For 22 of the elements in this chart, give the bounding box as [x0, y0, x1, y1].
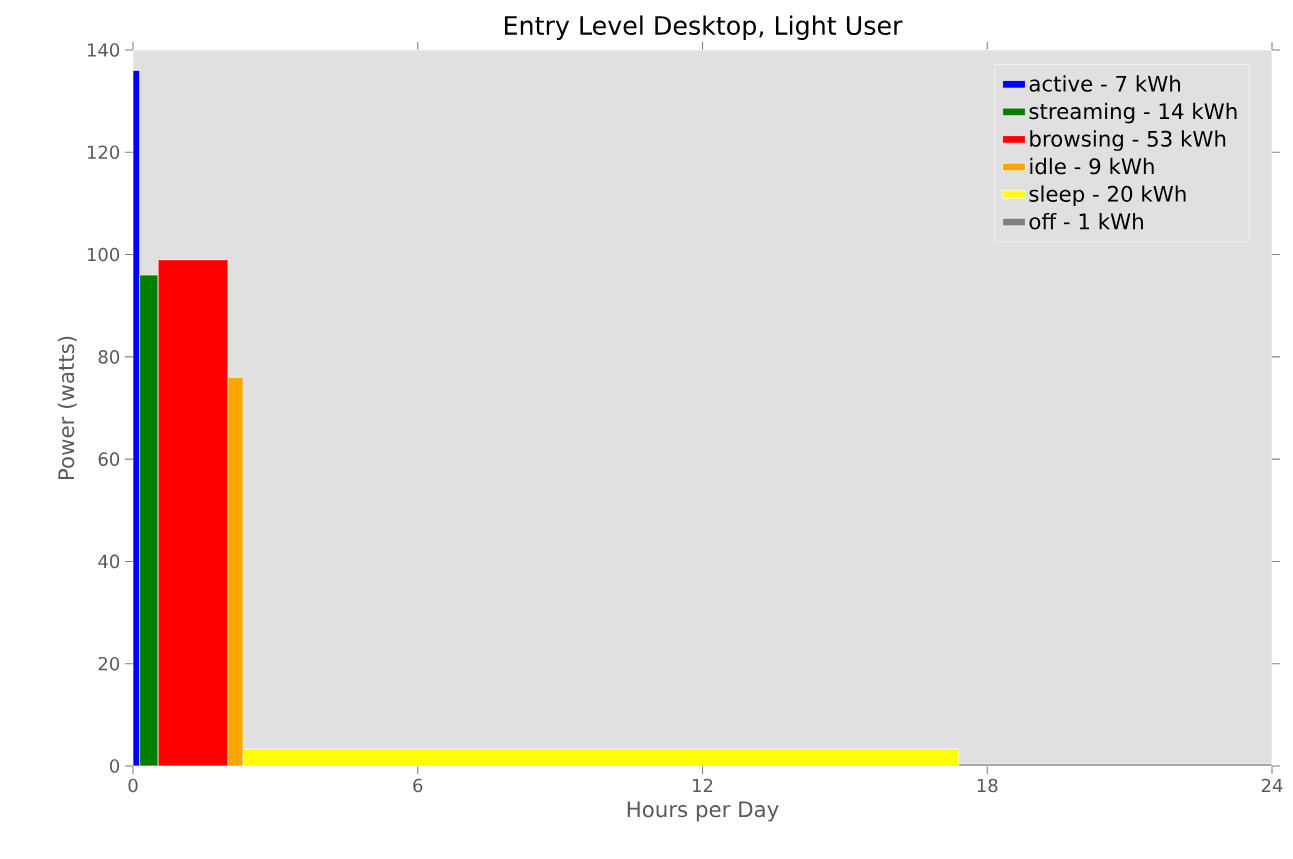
chart-title: Entry Level Desktop, Light User	[505, 15, 903, 40]
x-tick-label: 12	[693, 778, 713, 793]
x-tick-label: 24	[1261, 778, 1283, 793]
legend-label: off - 1 kWh	[1029, 212, 1143, 230]
y-tick-label: 20	[98, 656, 120, 671]
y-tick-label: 0	[110, 759, 120, 773]
legend-label: browsing - 53 kWh	[1030, 130, 1226, 151]
x-axis-title: Hours per Day	[627, 801, 779, 822]
y-tick-label: 40	[98, 554, 120, 569]
x-tick-label: 6	[413, 778, 423, 793]
y-tick-label: 100	[87, 247, 120, 262]
legend-label: active - 7 kWh	[1029, 75, 1180, 92]
y-axis-title: Power (watts)	[57, 336, 77, 480]
legend-label: sleep - 20 kWh	[1029, 185, 1186, 207]
y-tick-label: 120	[87, 145, 120, 160]
y-tick-label: 60	[98, 452, 120, 466]
y-tick-label: 80	[98, 350, 120, 364]
legend-label: idle - 9 kWh	[1030, 157, 1154, 175]
x-tick-label: 0	[128, 778, 138, 793]
legend-label: streaming - 14 kWh	[1029, 102, 1237, 124]
x-tick-label: 18	[977, 778, 998, 793]
y-tick-label: 140	[87, 43, 120, 57]
